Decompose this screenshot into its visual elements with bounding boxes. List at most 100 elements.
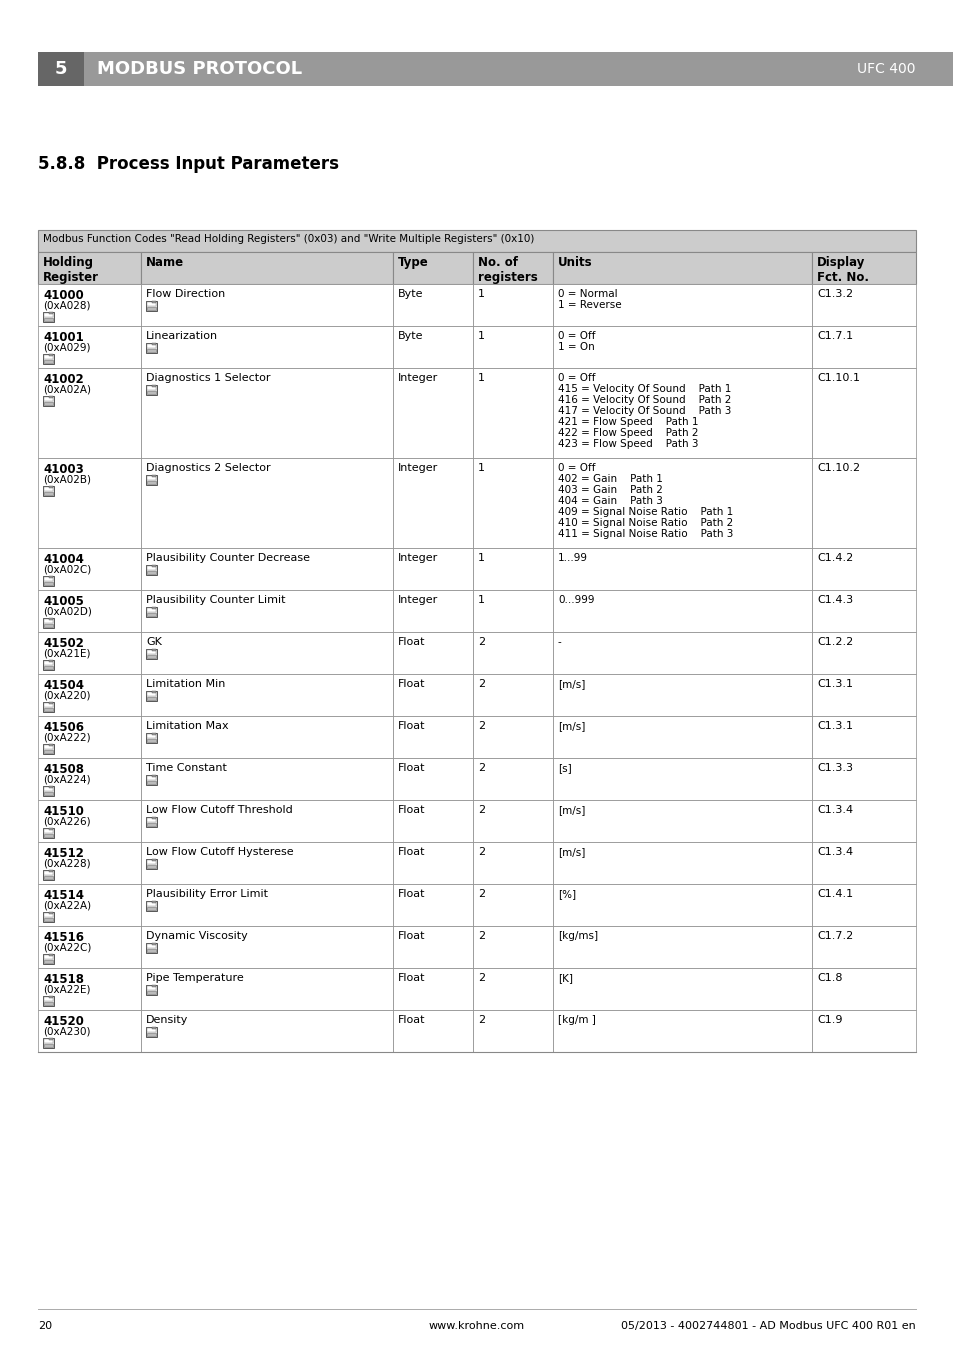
Text: 409 = Signal Noise Ratio    Path 1: 409 = Signal Noise Ratio Path 1	[558, 507, 733, 517]
Text: C1.3.1: C1.3.1	[816, 680, 852, 689]
Bar	[146, 690, 157, 701]
Bar	[553, 716, 811, 758]
Text: 1 = Reverse: 1 = Reverse	[558, 300, 621, 309]
Bar	[44, 955, 53, 959]
Bar	[43, 912, 54, 921]
Text: 421 = Flow Speed    Path 1: 421 = Flow Speed Path 1	[558, 417, 698, 427]
Text: Byte: Byte	[397, 289, 423, 299]
Bar	[152, 901, 156, 902]
Bar	[473, 1011, 553, 1052]
Bar	[147, 697, 156, 700]
Text: 41002: 41002	[43, 373, 84, 386]
Text: Float: Float	[397, 889, 425, 898]
Bar	[393, 284, 473, 326]
Text: 20: 20	[38, 1321, 52, 1331]
Bar	[147, 990, 156, 994]
Bar	[44, 581, 53, 585]
Bar	[811, 367, 915, 458]
Bar	[43, 996, 54, 1006]
Text: 0 = Off: 0 = Off	[558, 331, 595, 340]
Bar	[147, 739, 156, 742]
Bar	[473, 632, 553, 674]
Bar	[141, 284, 393, 326]
Text: (0xA02A): (0xA02A)	[43, 384, 91, 394]
Bar	[44, 875, 53, 880]
Bar	[49, 486, 53, 488]
Bar	[147, 390, 156, 394]
Text: Pipe Temperature: Pipe Temperature	[146, 973, 244, 984]
Text: C1.10.2: C1.10.2	[816, 463, 860, 473]
Bar	[44, 834, 53, 838]
Bar	[147, 566, 156, 570]
Bar	[152, 775, 156, 777]
Bar	[147, 823, 156, 827]
Bar	[147, 650, 156, 654]
Bar	[152, 734, 156, 735]
Text: [s]: [s]	[558, 763, 571, 773]
Bar	[147, 349, 156, 353]
Text: 5.8.8  Process Input Parameters: 5.8.8 Process Input Parameters	[38, 155, 338, 173]
Bar	[49, 744, 53, 746]
Bar	[146, 343, 157, 353]
Bar	[44, 913, 53, 917]
Text: Linearization: Linearization	[146, 331, 218, 340]
Text: Density: Density	[146, 1015, 188, 1025]
Text: Float: Float	[397, 973, 425, 984]
Bar	[44, 317, 53, 322]
Text: (0xA02C): (0xA02C)	[43, 563, 91, 574]
Bar	[147, 1032, 156, 1036]
Text: 0 = Off: 0 = Off	[558, 373, 595, 382]
Text: 41508: 41508	[43, 763, 84, 775]
Bar	[147, 1028, 156, 1032]
Bar	[147, 570, 156, 574]
Bar	[44, 397, 53, 401]
Bar	[44, 703, 53, 707]
Bar	[147, 303, 156, 305]
Text: 5: 5	[54, 59, 67, 78]
Text: (0xA028): (0xA028)	[43, 300, 91, 309]
Bar	[147, 654, 156, 658]
Bar	[141, 1011, 393, 1052]
Bar	[49, 576, 53, 578]
Bar	[811, 674, 915, 716]
Bar	[44, 577, 53, 581]
Text: C1.4.2: C1.4.2	[816, 553, 852, 563]
Text: 1: 1	[477, 553, 484, 563]
Text: 1: 1	[477, 594, 484, 605]
Text: Integer: Integer	[397, 594, 437, 605]
Bar	[473, 758, 553, 800]
Bar	[141, 458, 393, 549]
Bar	[393, 800, 473, 842]
Bar	[811, 800, 915, 842]
Text: Time Constant: Time Constant	[146, 763, 227, 773]
Bar	[38, 367, 141, 458]
Bar	[44, 997, 53, 1001]
Text: 41520: 41520	[43, 1015, 84, 1028]
Text: MODBUS PROTOCOL: MODBUS PROTOCOL	[97, 59, 302, 78]
Bar	[811, 326, 915, 367]
Bar	[146, 648, 157, 659]
Bar	[147, 481, 156, 484]
Bar	[38, 230, 915, 253]
Bar	[43, 870, 54, 880]
Text: C1.8: C1.8	[816, 973, 841, 984]
Bar	[44, 750, 53, 754]
Bar	[393, 758, 473, 800]
Bar	[147, 345, 156, 349]
Bar	[473, 969, 553, 1011]
Bar	[49, 870, 53, 871]
Bar	[811, 590, 915, 632]
Text: C1.9: C1.9	[816, 1015, 841, 1025]
Text: 2: 2	[477, 721, 485, 731]
Text: 41502: 41502	[43, 638, 84, 650]
Bar	[553, 253, 811, 284]
Bar	[146, 607, 157, 617]
Text: C1.7.2: C1.7.2	[816, 931, 852, 942]
Text: 416 = Velocity Of Sound    Path 2: 416 = Velocity Of Sound Path 2	[558, 394, 731, 405]
Bar	[84, 51, 953, 86]
Bar	[146, 817, 157, 827]
Text: 41504: 41504	[43, 680, 84, 692]
Text: C1.10.1: C1.10.1	[816, 373, 859, 382]
Bar	[147, 907, 156, 911]
Bar	[43, 617, 54, 628]
